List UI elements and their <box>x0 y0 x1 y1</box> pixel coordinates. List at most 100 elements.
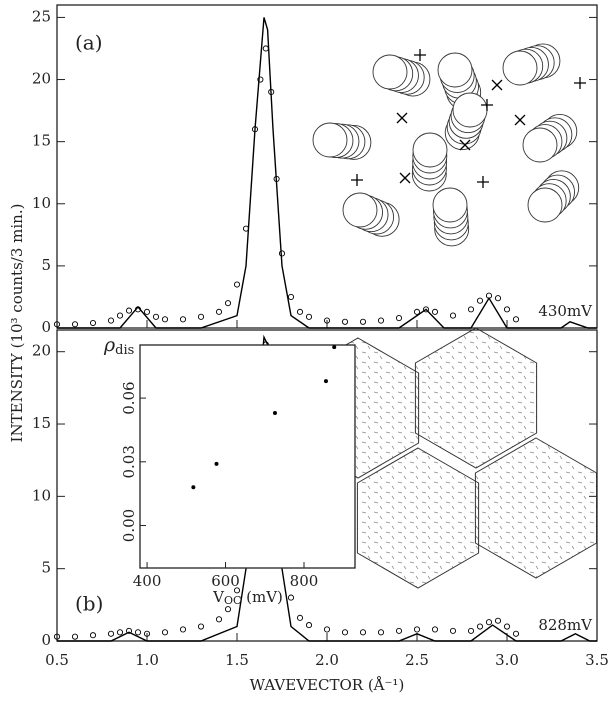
data-point <box>359 318 367 325</box>
data-point <box>143 308 151 315</box>
inset-point <box>323 379 328 384</box>
cross-mark <box>514 114 526 126</box>
data-point <box>467 306 475 313</box>
y-tick-label: 20 <box>32 342 51 360</box>
data-point <box>467 627 475 634</box>
data-point <box>107 630 115 637</box>
data-point <box>512 316 520 323</box>
hexagon <box>474 437 598 579</box>
inset-frame <box>139 344 356 569</box>
data-point <box>161 629 169 636</box>
data-point <box>476 297 484 304</box>
data-point <box>503 623 511 630</box>
inset-point <box>272 410 277 415</box>
cross-mark <box>491 79 503 91</box>
inset-x-label: VOC (mV) <box>212 588 283 607</box>
data-point <box>449 627 457 634</box>
inset-x-label-part: (mV) <box>241 588 283 606</box>
data-point <box>449 312 457 319</box>
data-point <box>395 315 403 322</box>
molecule <box>437 52 473 88</box>
data-point <box>512 630 520 637</box>
y-tick-label: 0 <box>41 318 51 336</box>
x-tick-label: 2.0 <box>315 651 339 669</box>
y-tick-label: 0 <box>41 631 51 649</box>
y-tick-label: 5 <box>41 559 51 577</box>
plus-mark <box>477 176 489 188</box>
plus-mark <box>574 77 586 89</box>
molecule <box>527 187 563 223</box>
data-point <box>485 619 493 626</box>
data-point <box>224 606 232 613</box>
data-point <box>422 306 430 313</box>
cross-mark <box>396 112 408 124</box>
y-tick-label: 15 <box>32 132 51 150</box>
data-point <box>395 627 403 634</box>
data-point <box>152 313 160 320</box>
hexagon <box>356 447 480 589</box>
data-point <box>89 319 97 327</box>
cross-mark <box>399 172 411 184</box>
data-point <box>125 307 133 314</box>
fit-line <box>57 17 597 329</box>
data-point <box>179 316 187 323</box>
inset-y-label: ρdis <box>103 334 134 358</box>
plus-mark <box>414 49 426 61</box>
x-tick-label: 2.5 <box>405 651 429 669</box>
data-point <box>233 281 241 288</box>
panel-label: (b) <box>75 592 103 616</box>
data-point <box>296 308 304 315</box>
inset-y-tick-label: 0.03 <box>120 445 138 478</box>
data-point <box>494 295 502 302</box>
molecule <box>412 132 448 168</box>
data-point <box>215 308 223 315</box>
panel-label: (a) <box>75 31 103 55</box>
data-point <box>107 317 115 324</box>
data-point <box>503 306 511 313</box>
fit-line <box>57 334 597 642</box>
data-point <box>143 630 151 637</box>
y-tick-label: 10 <box>32 194 51 212</box>
data-point <box>262 45 269 52</box>
inset-point <box>214 461 219 466</box>
molecule <box>452 92 488 128</box>
data-point <box>341 318 349 325</box>
data-point <box>341 629 349 636</box>
x-axis-label: WAVEVECTOR (Å⁻¹) <box>250 676 405 694</box>
y-tick-label: 10 <box>32 486 51 504</box>
y-tick-label: 25 <box>32 7 51 25</box>
data-point <box>197 313 205 320</box>
molecule <box>342 192 378 228</box>
x-tick-label: 3.0 <box>495 651 519 669</box>
inset-y-tick-label: 0.06 <box>120 381 138 414</box>
data-point <box>116 629 124 636</box>
data-point <box>233 587 241 594</box>
x-tick-label: 1.0 <box>135 651 159 669</box>
y-tick-label: 15 <box>32 414 51 432</box>
data-point <box>287 594 295 601</box>
x-tick-label: 1.5 <box>225 651 249 669</box>
data-point <box>53 321 61 328</box>
data-point <box>431 308 439 315</box>
data-point <box>323 626 331 633</box>
data-point <box>161 316 169 323</box>
data-point <box>215 616 223 623</box>
data-point <box>53 633 61 640</box>
data-point <box>287 293 295 300</box>
y-axis-label: INTENSITY (10³ counts/3 min.) <box>8 204 26 443</box>
inset-x-tick-label: 400 <box>133 572 162 590</box>
data-point <box>116 312 124 319</box>
data-point <box>71 321 79 328</box>
data-point <box>431 626 439 633</box>
data-point <box>377 629 385 636</box>
data-point <box>476 623 484 630</box>
data-point <box>359 629 367 636</box>
inset-x-label-part: V <box>212 588 225 606</box>
data-point <box>494 617 502 624</box>
illustration <box>296 43 598 589</box>
inset-x-tick-label: 600 <box>211 572 240 590</box>
y-tick-label: 5 <box>41 256 51 274</box>
molecule <box>312 122 348 158</box>
annotation: 828mV <box>538 616 593 634</box>
